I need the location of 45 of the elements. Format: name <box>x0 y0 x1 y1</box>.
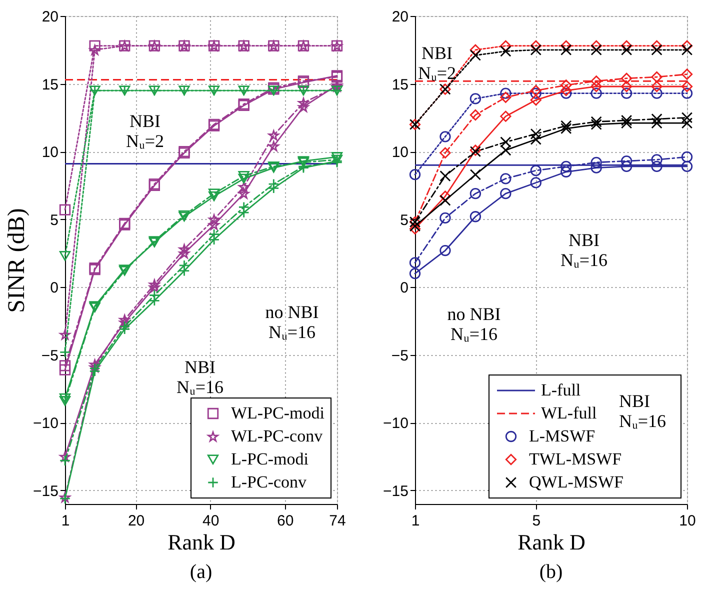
y-tick-label: −5 <box>391 347 408 364</box>
y-tick-label: −10 <box>383 415 408 432</box>
x-axis-title: Rank D <box>518 530 586 554</box>
x-tick-label: 40 <box>202 512 220 530</box>
legend-label: L-PC-conv <box>231 472 308 492</box>
legend-label: L-full <box>541 380 581 400</box>
annotation: NBI Nᵤ=16 <box>560 230 608 270</box>
y-tick-label: 0 <box>400 280 408 297</box>
legend-label: WL-PC-conv <box>231 426 324 446</box>
annotation: NBI Nᵤ=2 <box>418 43 456 83</box>
y-tick-label: 20 <box>392 8 408 26</box>
x-tick-label: 1 <box>61 512 70 530</box>
y-tick-label: 0 <box>50 280 58 297</box>
legend-label: QWL-MSWF <box>529 472 624 492</box>
x-tick-label: 10 <box>679 512 696 530</box>
y-tick-label: −15 <box>383 482 408 500</box>
annotation: no NBI Nᵤ=16 <box>447 304 501 344</box>
text: (b) <box>539 561 563 583</box>
x-tick-label: 60 <box>276 512 294 530</box>
x-tick-label: 5 <box>532 512 541 530</box>
text: (a) <box>190 561 212 583</box>
legend-label: L-PC-modi <box>231 450 309 468</box>
legend-label: WL-PC-modi <box>231 404 325 422</box>
annotation: NBI Nᵤ=16 <box>176 357 224 397</box>
y-tick-label: 10 <box>392 144 408 162</box>
y-tick-label: −10 <box>33 415 58 432</box>
y-tick-label: 5 <box>50 212 58 229</box>
y-tick-label: 15 <box>42 76 58 94</box>
legend-label: WL-full <box>541 404 597 422</box>
y-tick-label: 10 <box>42 144 58 162</box>
y-tick-label: 15 <box>392 76 408 94</box>
legend-label: L-MSWF <box>529 426 596 446</box>
annotation: NBI Nᵤ=16 <box>619 391 666 431</box>
x-axis-title: Rank D <box>168 530 236 554</box>
x-tick-label: 74 <box>329 512 346 530</box>
annotation: NBI Nᵤ=2 <box>126 111 164 151</box>
y-tick-label: 5 <box>400 212 408 229</box>
y-tick-label: 20 <box>42 8 58 26</box>
x-tick-label: 1 <box>411 512 420 530</box>
y-tick-label: −5 <box>41 347 58 364</box>
legend-label: TWL-MSWF <box>529 450 622 468</box>
annotation: no NBI Nᵤ=16 <box>265 302 319 342</box>
y-axis-title: SINR (dB) <box>4 208 30 313</box>
y-tick-label: −15 <box>33 482 58 500</box>
x-tick-label: 20 <box>128 512 145 530</box>
